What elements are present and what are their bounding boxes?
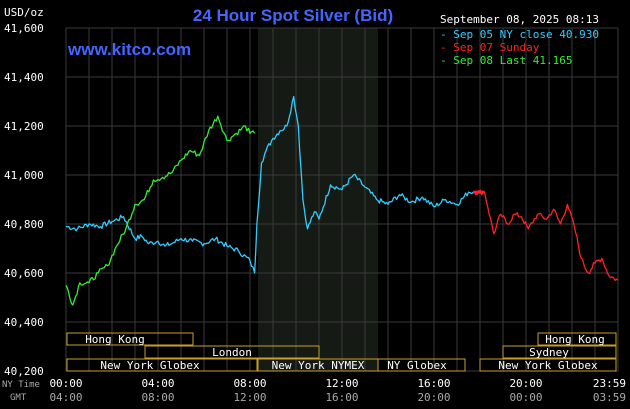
session-box — [537, 332, 617, 346]
y-tick-label: 40,200 — [4, 365, 44, 378]
session-box — [66, 332, 194, 346]
session-label: Hong Kong — [545, 333, 605, 346]
y-tick-label: 41,600 — [4, 22, 44, 35]
x-tick-label-ny: 23:59 — [593, 377, 626, 390]
session-box — [66, 358, 258, 372]
session-label: New York NYMEX — [272, 359, 365, 372]
session-label: Hong Kong — [85, 333, 145, 346]
x-tick-label-gmt: 08:00 — [141, 391, 174, 404]
y-tick-label: 40,400 — [4, 316, 44, 329]
y-tick-label: 41,000 — [4, 169, 44, 182]
chart-title: 24 Hour Spot Silver (Bid) — [193, 6, 393, 25]
x-tick-label-ny: 20:00 — [509, 377, 542, 390]
series-layer — [65, 95, 619, 306]
brand-label: www.kitco.com — [67, 40, 191, 59]
session-new-york-globex-right: New York Globex — [479, 358, 617, 372]
x-tick-label-gmt: 20:00 — [417, 391, 450, 404]
units-label: USD/oz — [4, 6, 44, 19]
legend-entry: - Sep 07 Sunday — [440, 41, 540, 54]
x-tick-label-ny: 04:00 — [141, 377, 174, 390]
nymex-session-band — [258, 28, 378, 371]
y-tick-label: 41,400 — [4, 71, 44, 84]
session-ny-globex: NY Globex — [377, 358, 466, 372]
x-tick-label-ny: 16:00 — [417, 377, 450, 390]
datetime-label: September 08, 2025 08:13 — [440, 13, 599, 26]
session-london: London — [144, 345, 320, 359]
session-label: London — [212, 346, 252, 359]
y-tick-label: 40,800 — [4, 218, 44, 231]
y-axis: 40,200 40,400 40,600 40,800 41,000 41,200 41,4… — [4, 22, 44, 378]
x-tick-label-ny: 00:00 — [49, 377, 82, 390]
session-new-york-nymex: New York NYMEX — [257, 358, 379, 372]
session-label: New York Globex — [498, 359, 598, 372]
series-line-3 — [65, 115, 256, 306]
x-axis: NY Time GMT 00:0004:0004:0008:0008:0012:… — [2, 377, 626, 404]
x-tick-label-ny: 08:00 — [233, 377, 266, 390]
y-tick-label: 40,600 — [4, 267, 44, 280]
session-hong-kong-right: Hong Kong — [537, 332, 617, 346]
session-hong-kong: Hong Kong — [66, 332, 194, 346]
session-box — [377, 358, 466, 372]
legend: - Sep 05 NY close 40.930- Sep 07 Sunday-… — [440, 28, 599, 67]
series-line-1 — [65, 95, 474, 274]
trading-sessions: Hong Kong London New York Globex New Yor… — [66, 332, 617, 372]
x-tick-label-gmt: 12:00 — [233, 391, 266, 404]
session-new-york-globex: New York Globex — [66, 358, 258, 372]
y-tick-label: 41,200 — [4, 120, 44, 133]
x-tick-label-gmt: 16:00 — [325, 391, 358, 404]
session-label: NY Globex — [387, 359, 447, 372]
x-tick-label-gmt: 03:59 — [593, 391, 626, 404]
legend-entry: - Sep 05 NY close 40.930 — [440, 28, 599, 41]
gmt-prefix: GMT — [10, 393, 27, 403]
session-box — [502, 345, 617, 359]
session-box — [479, 358, 617, 372]
session-box — [144, 345, 320, 359]
session-sydney: Sydney — [502, 345, 617, 359]
x-tick-label-ny: 12:00 — [325, 377, 358, 390]
x-tick-label-gmt: 04:00 — [49, 391, 82, 404]
session-label: New York Globex — [100, 359, 200, 372]
x-tick-label-gmt: 00:00 — [509, 391, 542, 404]
ny-time-prefix: NY Time — [2, 380, 40, 390]
grid-lines — [65, 27, 619, 372]
series-line-2 — [472, 189, 619, 281]
session-label: Sydney — [529, 346, 569, 359]
legend-entry: - Sep 08 Last 41.165 — [440, 54, 572, 67]
